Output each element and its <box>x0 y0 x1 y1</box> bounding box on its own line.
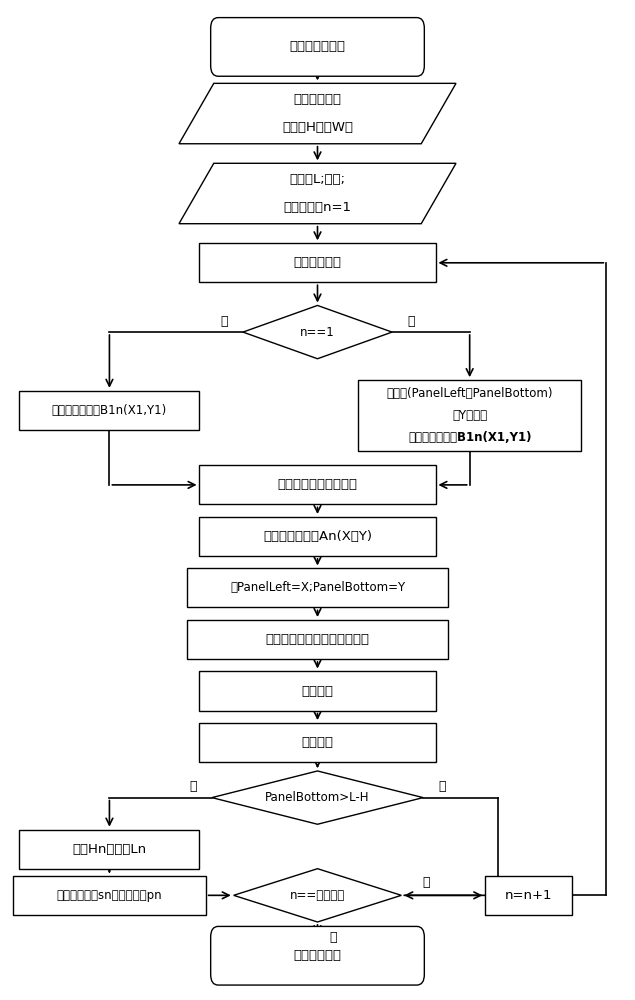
Polygon shape <box>212 771 423 824</box>
Text: 收片Hn；进片Ln: 收片Hn；进片Ln <box>72 843 147 856</box>
Text: 获取对准参数: 获取对准参数 <box>293 256 342 269</box>
Text: 保存左下角靶标An(X，Y): 保存左下角靶标An(X，Y) <box>263 530 372 543</box>
Bar <box>199 517 436 556</box>
Text: 图层长H，宽W等: 图层长H，宽W等 <box>282 121 353 134</box>
Bar <box>19 391 199 430</box>
Text: 是: 是 <box>330 931 337 944</box>
Polygon shape <box>179 83 456 144</box>
Polygon shape <box>234 869 401 922</box>
Bar <box>187 620 448 659</box>
Bar <box>358 380 582 451</box>
Text: 相机从(PanelLeft，PanelBottom): 相机从(PanelLeft，PanelBottom) <box>387 387 553 400</box>
Text: 曝光图层: 曝光图层 <box>302 736 333 749</box>
Text: 对准图层: 对准图层 <box>302 685 333 698</box>
Text: 是: 是 <box>438 780 446 793</box>
Text: 反推估算其他靶标位置: 反推估算其他靶标位置 <box>277 478 358 491</box>
Polygon shape <box>243 305 392 359</box>
Bar <box>199 671 436 711</box>
Text: 曝光数据包含: 曝光数据包含 <box>293 93 342 106</box>
Text: 产生进片误差sn；间隔误差pn: 产生进片误差sn；间隔误差pn <box>57 889 162 902</box>
Text: 否: 否 <box>189 780 197 793</box>
Text: PanelBottom>L-H: PanelBottom>L-H <box>265 791 370 804</box>
Bar <box>13 876 206 915</box>
Text: 提取左上角靶标B1n(X1,Y1): 提取左上角靶标B1n(X1,Y1) <box>408 431 531 444</box>
FancyBboxPatch shape <box>211 926 424 985</box>
Text: n==最后一片: n==最后一片 <box>290 889 345 902</box>
Text: 是: 是 <box>220 315 228 328</box>
Text: 搜索左上角靶标B1n(X1,Y1): 搜索左上角靶标B1n(X1,Y1) <box>52 404 167 417</box>
Polygon shape <box>179 163 456 224</box>
Bar <box>199 243 436 282</box>
Bar <box>19 830 199 869</box>
Text: 片对卷生产开始: 片对卷生产开始 <box>290 40 345 53</box>
Text: 令PanelLeft=X;PanelBottom=Y: 令PanelLeft=X;PanelBottom=Y <box>230 581 405 594</box>
Bar <box>187 568 448 607</box>
Bar <box>199 465 436 504</box>
Text: n=n+1: n=n+1 <box>505 889 552 902</box>
Text: 移动相机到估算位置提取靶标: 移动相机到估算位置提取靶标 <box>265 633 370 646</box>
Bar <box>485 876 572 915</box>
Text: 记曝光次数n=1: 记曝光次数n=1 <box>283 201 352 214</box>
Text: 停止曝光生产: 停止曝光生产 <box>293 949 342 962</box>
Text: 沿Y轴移动: 沿Y轴移动 <box>452 409 487 422</box>
FancyBboxPatch shape <box>211 18 424 76</box>
Text: 否: 否 <box>422 876 430 889</box>
Bar <box>199 723 436 762</box>
Text: 台面高L;进片;: 台面高L;进片; <box>290 173 345 186</box>
Text: 否: 否 <box>407 315 415 328</box>
Text: n==1: n==1 <box>300 326 335 339</box>
